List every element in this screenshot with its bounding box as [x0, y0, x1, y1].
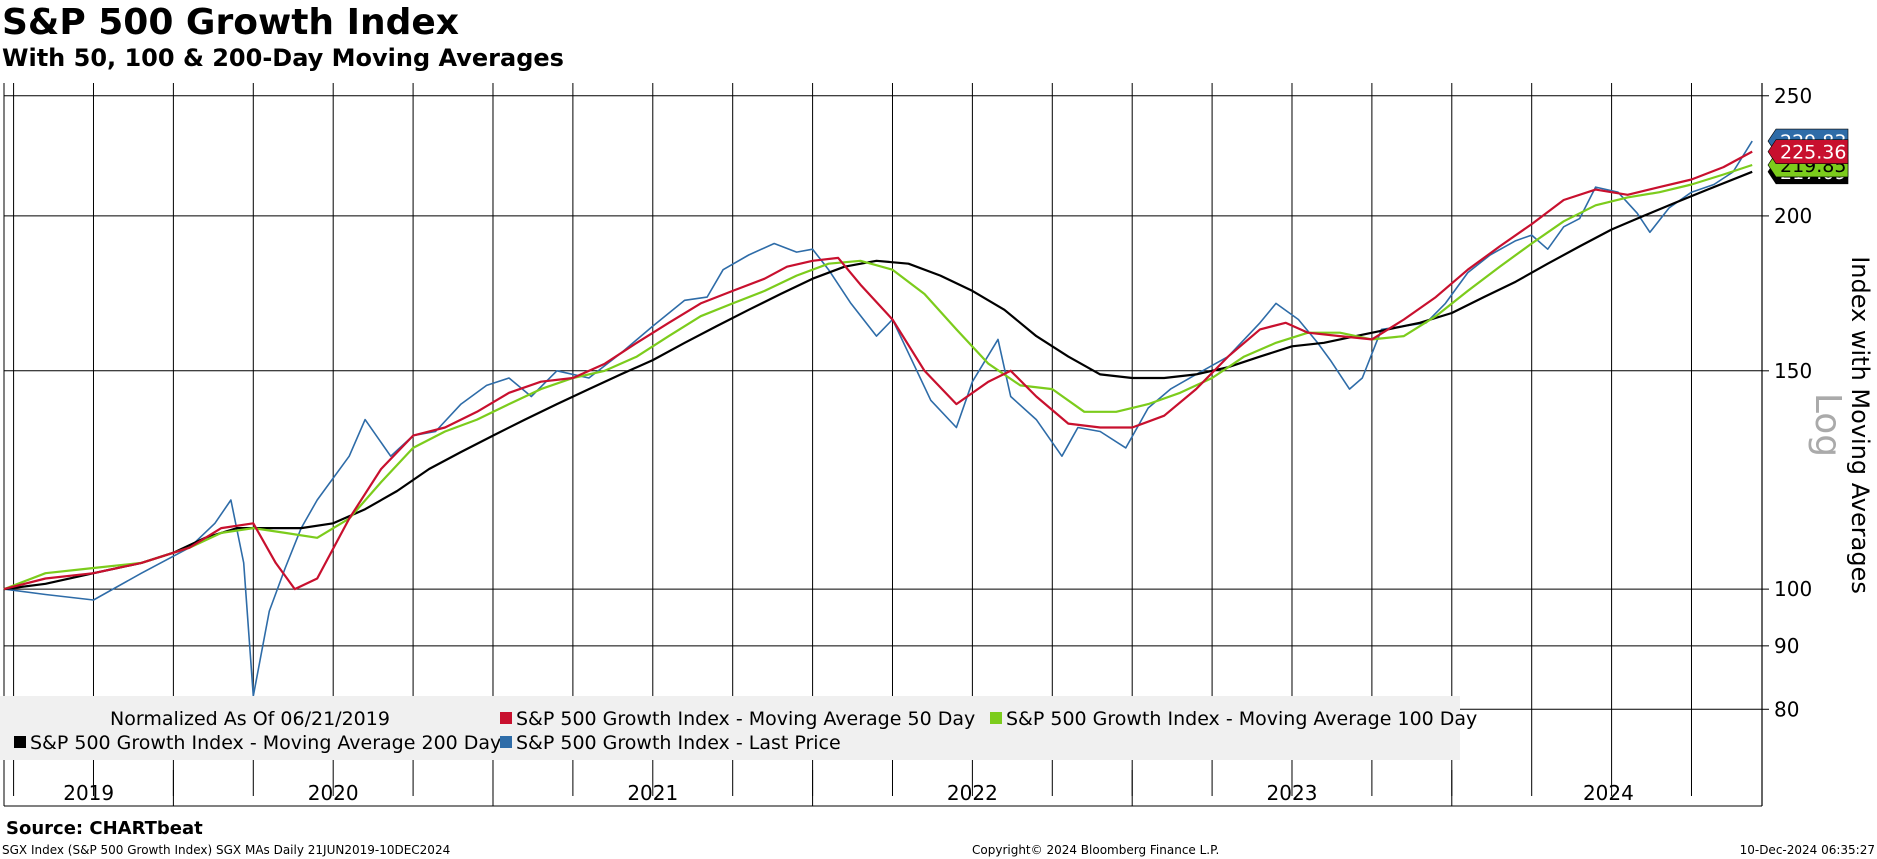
- series-layer: [3, 140, 1753, 697]
- footer-left: SGX Index (S&P 500 Growth Index) SGX MAs…: [2, 843, 451, 857]
- legend-entry-ma50: S&P 500 Growth Index - Moving Average 50…: [516, 708, 975, 730]
- series-moving-average: [3, 163, 1753, 591]
- x-tick-label: 2023: [1267, 781, 1318, 805]
- chart-area: 80 90 100 150 200 250 2019 2020 2021 2022 2023 2024…: [0, 83, 1874, 807]
- y-tick-label: 200: [1774, 204, 1812, 228]
- legend-entry-last-price: S&P 500 Growth Index - Last Price: [516, 732, 841, 754]
- y-tick-label: 100: [1774, 577, 1812, 601]
- x-tick-label: 2020: [308, 781, 359, 805]
- source-note: Source: CHARTbeat: [6, 818, 203, 839]
- legend-swatch: [990, 712, 1002, 724]
- y-tick-label: 250: [1774, 84, 1812, 108]
- footer-center: Copyright© 2024 Bloomberg Finance L.P.: [972, 843, 1220, 857]
- chart-subtitle: With 50, 100 & 200-Day Moving Averages: [2, 44, 564, 72]
- chart-title: S&P 500 Growth Index: [2, 2, 460, 43]
- legend-header: Normalized As Of 06/21/2019: [110, 708, 390, 730]
- legend-entry-ma100: S&P 500 Growth Index - Moving Average 10…: [1006, 708, 1477, 730]
- y-tick-label: 80: [1774, 697, 1799, 721]
- series-moving-average: [3, 170, 1753, 591]
- y-axis-label: Index with Moving Averages: [1846, 256, 1874, 594]
- x-tick-label: 2019: [63, 781, 114, 805]
- x-tick-label: 2022: [947, 781, 998, 805]
- value-tag: [1767, 139, 1849, 164]
- x-tick-label: 2021: [627, 781, 678, 805]
- value-tags: 217.09219.85229.83225.36: [1767, 128, 1849, 185]
- legend: Normalized As Of 06/21/2019 S&P 500 Growt…: [0, 696, 1477, 760]
- series-last-price: [3, 140, 1753, 697]
- x-tick-label: 2024: [1583, 781, 1634, 805]
- legend-swatch: [500, 736, 512, 748]
- legend-entry-ma200: S&P 500 Growth Index - Moving Average 20…: [30, 732, 501, 754]
- axis-layer: 80 90 100 150 200 250 2019 2020 2021 2022 2023 2024…: [63, 84, 1874, 805]
- y-tick-label: 90: [1774, 634, 1799, 658]
- legend-swatch: [14, 736, 26, 748]
- series-moving-average: [3, 150, 1753, 591]
- legend-background: [0, 696, 1460, 760]
- footer-right: 10-Dec-2024 06:35:27: [1739, 843, 1875, 857]
- legend-swatch: [500, 712, 512, 724]
- log-scale-label: Log: [1807, 393, 1848, 457]
- grid: [3, 83, 1763, 807]
- value-tag-label: 225.36: [1780, 142, 1846, 164]
- y-tick-label: 150: [1774, 359, 1812, 383]
